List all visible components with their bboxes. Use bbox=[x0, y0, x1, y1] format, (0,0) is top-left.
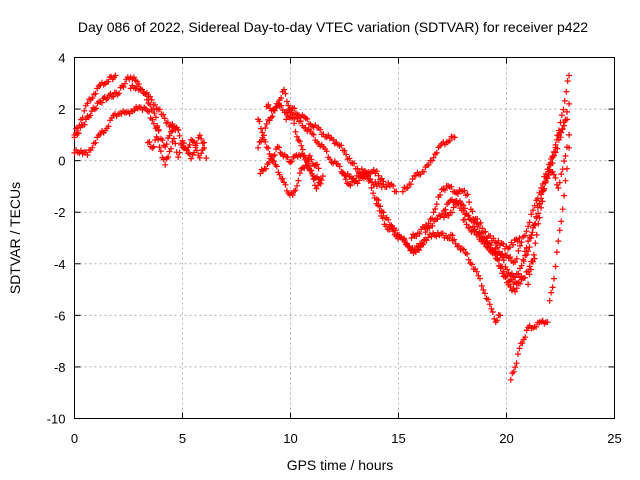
y-tick-label: -4 bbox=[54, 257, 66, 272]
plus-markers bbox=[507, 144, 573, 383]
plus-markers bbox=[525, 131, 573, 288]
series-arc-7 bbox=[255, 86, 326, 184]
y-tick-label: -2 bbox=[54, 205, 66, 220]
plus-markers bbox=[71, 74, 182, 141]
series-arc-17 bbox=[460, 100, 573, 281]
y-tick-label: -8 bbox=[54, 360, 66, 375]
plus-markers bbox=[255, 86, 326, 184]
x-tick-label: 0 bbox=[71, 431, 78, 446]
x-tick-label: 15 bbox=[391, 431, 405, 446]
plus-markers bbox=[460, 100, 573, 281]
plus-markers bbox=[373, 183, 523, 256]
data-marks bbox=[71, 72, 573, 383]
plus-markers bbox=[399, 133, 458, 195]
series-arc-8 bbox=[257, 143, 324, 192]
series-arc-12 bbox=[373, 183, 523, 256]
y-tick-label: 4 bbox=[58, 51, 65, 66]
y-tick-label: -6 bbox=[54, 308, 66, 323]
series-arc-10 bbox=[283, 111, 387, 187]
plus-markers bbox=[144, 132, 208, 168]
plus-markers bbox=[127, 82, 210, 162]
x-axis-title: GPS time / hours bbox=[287, 457, 394, 473]
y-tick-label: 2 bbox=[58, 102, 65, 117]
chart-title: Day 086 of 2022, Sidereal Day-to-day VTE… bbox=[78, 19, 588, 35]
plus-markers bbox=[257, 143, 324, 192]
series-arc-5 bbox=[144, 132, 208, 168]
series-arc-16 bbox=[449, 236, 503, 326]
plus-markers bbox=[71, 103, 162, 158]
series-arc-3 bbox=[71, 103, 162, 158]
series-arc-2 bbox=[71, 74, 182, 141]
x-tick-label: 10 bbox=[283, 431, 297, 446]
plus-markers bbox=[283, 111, 387, 187]
plot-frame bbox=[74, 57, 615, 419]
series-arc-11 bbox=[339, 166, 456, 257]
series-arc-21 bbox=[525, 131, 573, 288]
x-tick-label: 20 bbox=[499, 431, 513, 446]
series-arc-4 bbox=[127, 82, 210, 162]
plus-markers bbox=[339, 166, 456, 257]
x-axis-ticks: 0 5 10 15 20 25 bbox=[71, 57, 622, 446]
y-tick-label: -10 bbox=[47, 412, 66, 427]
plus-markers bbox=[449, 236, 503, 326]
series-arc-13 bbox=[399, 133, 458, 195]
y-tick-label: 0 bbox=[58, 154, 65, 169]
x-tick-label: 25 bbox=[607, 431, 621, 446]
series-arc-19 bbox=[507, 144, 573, 383]
x-tick-label: 5 bbox=[179, 431, 186, 446]
y-axis-title: SDTVAR / TECUs bbox=[7, 182, 23, 294]
